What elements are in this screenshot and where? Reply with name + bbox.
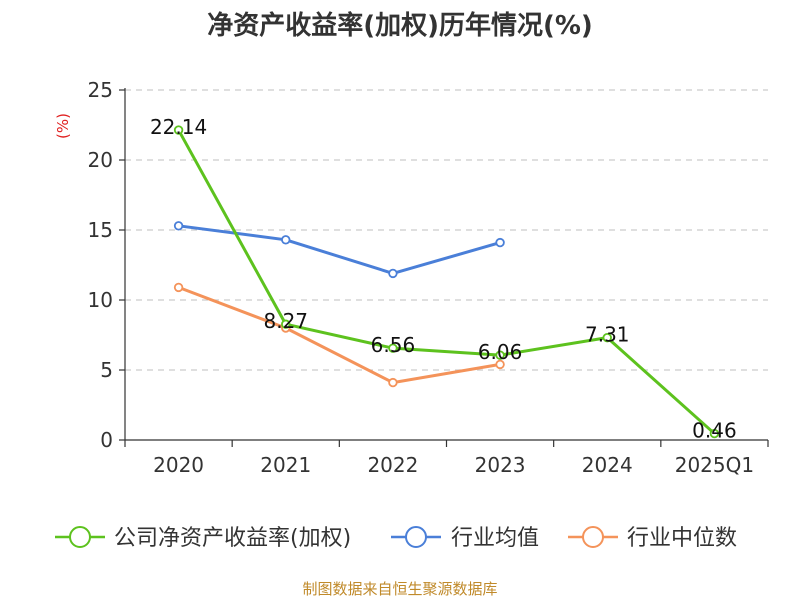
data-point (388, 268, 398, 279)
y-tick-label: 15 (88, 218, 113, 242)
legend-label: 公司净资产收益率(加权) (114, 526, 351, 551)
gridlines (125, 89, 768, 371)
legend-item: 行业中位数 (568, 526, 737, 551)
legend: 公司净资产收益率(加权) 行业均值 行业中位数 (55, 526, 737, 551)
y-tick-label: 5 (100, 358, 113, 382)
x-tick-label: 2022 (367, 453, 418, 477)
data-label: 6.06 (478, 340, 523, 364)
x-tick-label: 2020 (153, 453, 204, 477)
data-point (495, 359, 505, 370)
data-point (709, 428, 720, 439)
data-label: 8.27 (263, 309, 308, 333)
data-label: 6.56 (371, 333, 416, 357)
data-point (173, 125, 184, 135)
x-tick-label: 2025Q1 (675, 453, 754, 477)
series-lines (173, 125, 720, 439)
data-point (281, 235, 291, 245)
data-point (281, 319, 291, 329)
series-line (178, 224, 501, 275)
data-label: 7.31 (585, 323, 630, 347)
legend-marker-icon (69, 526, 91, 548)
legend-item: 行业均值 (391, 526, 539, 551)
data-label: 0.46 (692, 419, 737, 443)
data-point (388, 343, 398, 353)
legend-marker-icon (582, 526, 604, 548)
x-tick-label: 2021 (260, 453, 311, 477)
series-line (178, 285, 501, 385)
y-axis-label: (%) (54, 113, 72, 139)
axes: 0 5 10 15 20 25 2020 2021 2022 2023 2024 2025Q1 (88, 78, 769, 477)
data-point (495, 350, 505, 360)
legend-marker-icon (405, 526, 427, 548)
chart-title: 净资产收益率(加权)历年情况(%) (207, 10, 593, 41)
y-tick-label: 20 (88, 148, 113, 172)
data-label: 22.14 (150, 115, 207, 139)
legend-item: 公司净资产收益率(加权) (55, 526, 351, 551)
x-tick-label: 2024 (582, 453, 633, 477)
data-point (173, 221, 184, 231)
data-point (495, 237, 505, 248)
data-point (173, 282, 184, 293)
x-tick-label: 2023 (475, 453, 526, 477)
source-note: 制图数据来自恒生聚源数据库 (302, 580, 497, 598)
data-point (388, 377, 398, 388)
legend-label: 行业均值 (451, 526, 539, 551)
legend-label: 行业中位数 (627, 526, 737, 551)
y-tick-label: 0 (100, 428, 113, 452)
data-point (602, 332, 612, 343)
y-tick-label: 25 (88, 78, 113, 102)
data-labels: 22.14 8.27 6.56 6.06 7.31 0.46 (150, 115, 737, 443)
y-tick-label: 10 (88, 288, 113, 312)
series-line (177, 129, 716, 435)
